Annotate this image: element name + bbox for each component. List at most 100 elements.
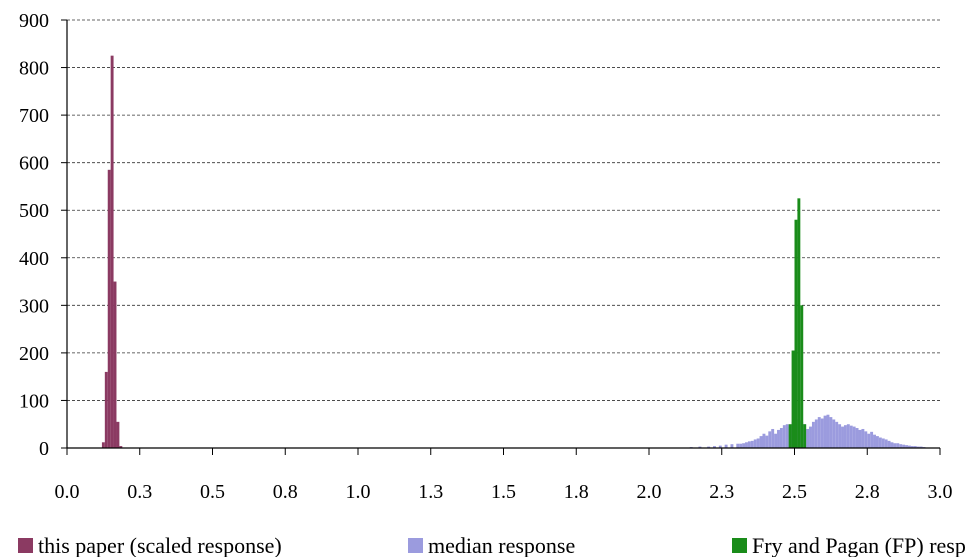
bar [803, 424, 807, 448]
bar [846, 424, 850, 448]
legend-swatch [18, 538, 33, 553]
bar [785, 424, 789, 448]
bar [104, 371, 108, 448]
bar [762, 433, 766, 448]
bar [896, 443, 900, 448]
legend-item: this paper (scaled response) [18, 533, 282, 557]
bar [855, 428, 859, 448]
bar [797, 198, 801, 448]
bar [893, 443, 897, 448]
bar [745, 442, 748, 448]
y-tick-label: 900 [19, 10, 49, 32]
bar [910, 446, 914, 448]
bar [832, 419, 836, 448]
bar [756, 438, 760, 448]
bar [829, 417, 833, 448]
legend-swatch [408, 538, 423, 553]
y-tick-label: 700 [19, 105, 49, 127]
series-2 [101, 55, 123, 449]
bar [750, 440, 754, 448]
bar [867, 433, 871, 448]
y-tick-label: 500 [19, 200, 49, 222]
bar [765, 435, 769, 448]
bar [838, 424, 842, 448]
x-tick-label: 0.8 [273, 481, 298, 503]
bar [116, 421, 120, 448]
bar [875, 436, 879, 448]
bar [101, 442, 105, 448]
bar [852, 426, 856, 448]
bar [794, 219, 798, 448]
y-axis-ticks [61, 19, 67, 449]
bar [919, 446, 923, 448]
bar [113, 281, 117, 448]
bar [107, 169, 111, 449]
x-tick-label: 0.5 [200, 481, 225, 503]
grid-lines [67, 19, 940, 401]
x-tick-label: 1.8 [564, 481, 589, 503]
bar [774, 433, 778, 448]
bar [907, 445, 911, 448]
legend-label: this paper (scaled response) [38, 533, 282, 557]
bar [698, 446, 702, 448]
bar [823, 415, 827, 448]
bar [119, 446, 123, 448]
bar [913, 446, 917, 448]
bar [916, 446, 920, 448]
bar [777, 429, 780, 448]
x-tick-label: 3.0 [928, 481, 953, 503]
legend-swatch [732, 538, 747, 553]
x-tick-label: 2.8 [855, 481, 880, 503]
y-tick-label: 0 [39, 438, 49, 460]
bar [768, 431, 772, 448]
x-tick-label: 2.3 [709, 481, 734, 503]
bar [806, 428, 810, 448]
bar [809, 426, 812, 448]
bar [800, 305, 804, 448]
bar [884, 439, 888, 448]
bar [864, 431, 868, 448]
y-axis-tick-labels: 0 100 200 300 400 500 600 700 800 900 [19, 10, 49, 460]
bar [849, 425, 853, 448]
legend-item: median response [408, 533, 575, 557]
x-tick-label: 1.5 [491, 481, 516, 503]
bar [736, 443, 740, 448]
y-tick-label: 400 [19, 248, 49, 270]
bar [753, 439, 757, 448]
bar [730, 444, 734, 448]
bar [742, 443, 746, 448]
y-tick-label: 300 [19, 295, 49, 317]
bar [739, 443, 743, 448]
series-bars [101, 55, 926, 449]
bar [814, 419, 818, 448]
x-tick-label: 2.5 [782, 481, 807, 503]
y-tick-label: 200 [19, 343, 49, 365]
bar [707, 446, 711, 448]
bar [905, 445, 908, 448]
x-tick-label: 0.3 [127, 481, 152, 503]
y-tick-label: 100 [19, 390, 49, 412]
bar [759, 436, 763, 448]
series-1 [689, 414, 926, 448]
bar [820, 418, 824, 448]
bar [724, 444, 728, 448]
bar [870, 431, 874, 448]
legend-item: Fry and Pagan (FP) response [732, 533, 965, 557]
legend-label: Fry and Pagan (FP) response [752, 533, 965, 557]
bar [817, 417, 821, 448]
series-3 [788, 198, 807, 448]
bar [841, 426, 844, 448]
bar [887, 440, 891, 448]
x-tick-label: 1.0 [346, 481, 371, 503]
bar [788, 424, 792, 448]
bar [843, 425, 847, 448]
legend-label: median response [428, 533, 575, 557]
x-axis-ticks [66, 448, 941, 455]
x-tick-label: 1.3 [418, 481, 443, 503]
bar [779, 428, 783, 448]
bar [747, 441, 751, 448]
x-tick-label: 0.0 [55, 481, 80, 503]
x-tick-label: 2.0 [637, 481, 662, 503]
bar [826, 414, 830, 448]
